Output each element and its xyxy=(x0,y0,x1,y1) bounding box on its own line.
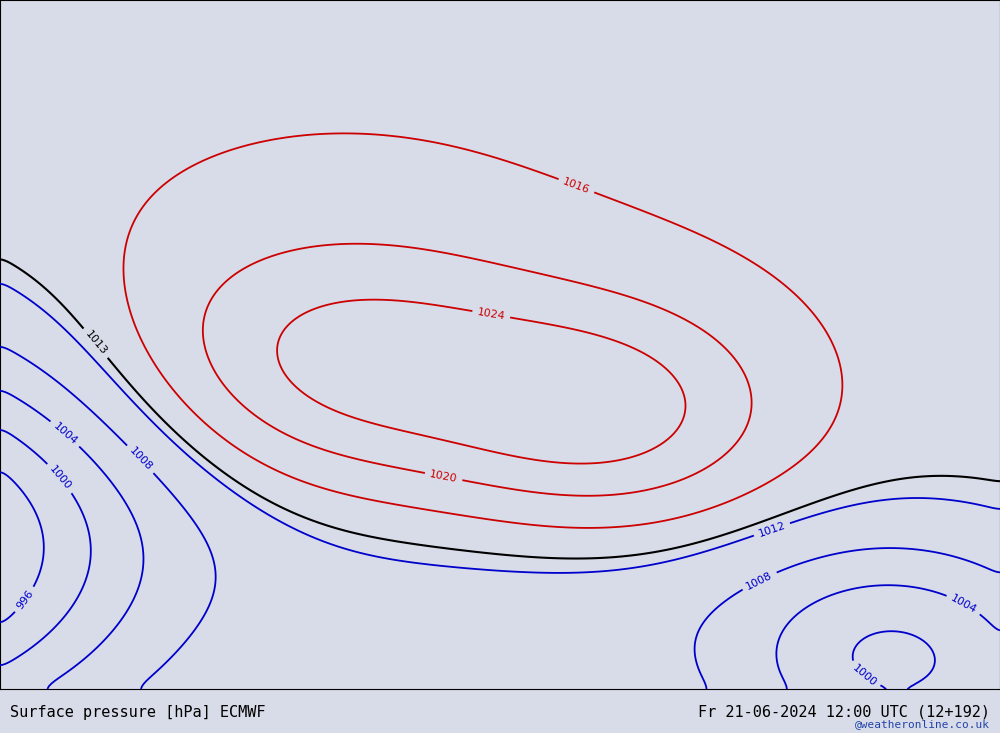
Text: 1004: 1004 xyxy=(51,421,79,446)
Text: 996: 996 xyxy=(15,589,35,611)
Text: 1008: 1008 xyxy=(745,570,774,592)
Text: 1004: 1004 xyxy=(949,593,979,615)
Text: 1000: 1000 xyxy=(850,663,878,688)
Text: @weatheronline.co.uk: @weatheronline.co.uk xyxy=(855,719,990,729)
Text: 1000: 1000 xyxy=(47,464,73,492)
Text: 1024: 1024 xyxy=(476,307,506,322)
Text: 1013: 1013 xyxy=(83,329,108,357)
Text: Fr 21-06-2024 12:00 UTC (12+192): Fr 21-06-2024 12:00 UTC (12+192) xyxy=(698,705,990,720)
Text: Surface pressure [hPa] ECMWF: Surface pressure [hPa] ECMWF xyxy=(10,705,266,720)
Text: 1012: 1012 xyxy=(757,520,787,539)
Text: 1016: 1016 xyxy=(562,176,591,195)
Text: 1008: 1008 xyxy=(127,446,154,473)
Text: 1020: 1020 xyxy=(429,469,458,484)
